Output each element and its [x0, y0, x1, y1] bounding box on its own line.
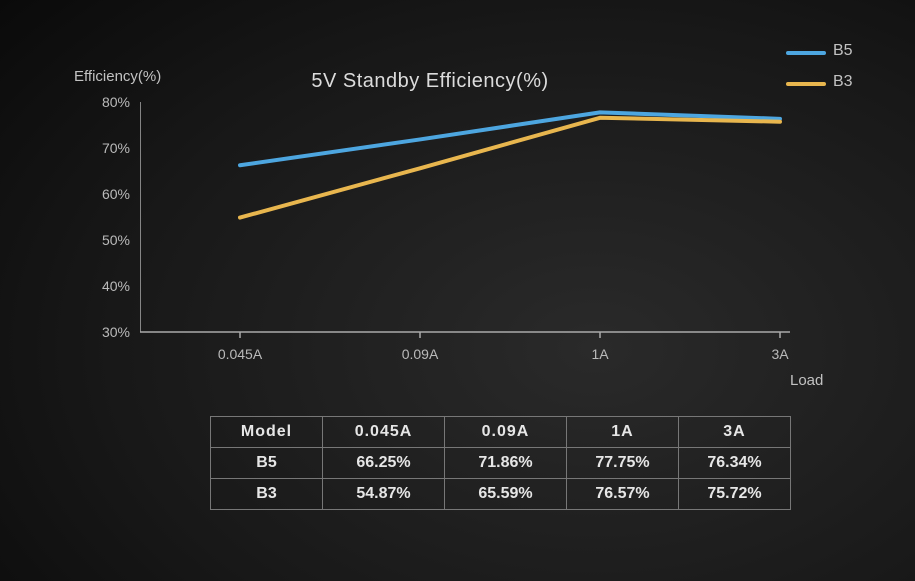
legend-swatch-b3 [786, 82, 826, 86]
cell-model-1: B3 [211, 479, 323, 510]
cell-0-1: 71.86% [445, 448, 567, 479]
cell-1-1: 65.59% [445, 479, 567, 510]
cell-model-0: B5 [211, 448, 323, 479]
th-c2: 1A [567, 417, 679, 448]
ytick-70: 70% [80, 140, 130, 156]
table-header-row: Model 0.045A 0.09A 1A 3A [211, 417, 791, 448]
data-table: Model 0.045A 0.09A 1A 3A B5 66.25% 71.86… [210, 416, 791, 510]
ytick-40: 40% [80, 278, 130, 294]
legend-label-b5: B5 [833, 42, 853, 60]
x-axis-label: Load [790, 372, 823, 389]
ytick-80: 80% [80, 94, 130, 110]
cell-0-2: 77.75% [567, 448, 679, 479]
ytick-60: 60% [80, 186, 130, 202]
cell-0-0: 66.25% [323, 448, 445, 479]
ytick-50: 50% [80, 232, 130, 248]
th-c3: 3A [679, 417, 791, 448]
table-row: B3 54.87% 65.59% 76.57% 75.72% [211, 479, 791, 510]
cell-0-3: 76.34% [679, 448, 791, 479]
plot-area [140, 102, 800, 352]
cell-1-3: 75.72% [679, 479, 791, 510]
y-axis-label: Efficiency(%) [74, 68, 161, 85]
ytick-30: 30% [80, 324, 130, 340]
th-c1: 0.09A [445, 417, 567, 448]
page-root: 5V Standby Efficiency(%) Efficiency(%) L… [0, 0, 915, 581]
th-model: Model [211, 417, 323, 448]
cell-1-2: 76.57% [567, 479, 679, 510]
chart-title: 5V Standby Efficiency(%) [280, 70, 580, 93]
legend-label-b3: B3 [833, 73, 853, 91]
table-row: B5 66.25% 71.86% 77.75% 76.34% [211, 448, 791, 479]
series-line-b3 [240, 118, 780, 218]
legend-swatch-b5 [786, 51, 826, 55]
th-c0: 0.045A [323, 417, 445, 448]
cell-1-0: 54.87% [323, 479, 445, 510]
